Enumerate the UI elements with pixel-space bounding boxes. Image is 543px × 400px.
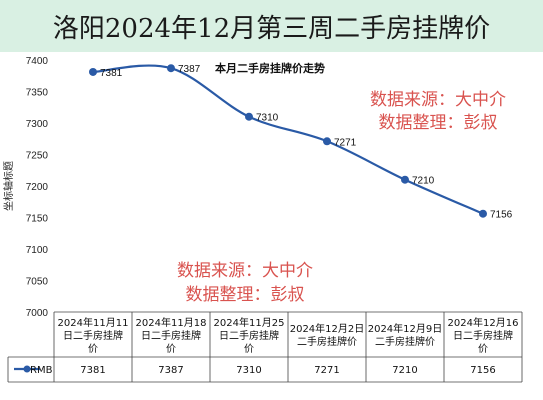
watermark-source-top: 数据来源：大中介 (370, 90, 506, 110)
data-point (167, 64, 175, 73)
data-label: 7271 (334, 137, 357, 148)
y-tick-label: 7400 (26, 56, 49, 67)
series-line-rmb (92, 64, 484, 215)
data-label: 7387 (178, 64, 201, 75)
y-tick-label: 7100 (26, 245, 49, 256)
table-header-cell: 2024年11月11 (58, 316, 129, 329)
table-header-cell: 价 (478, 343, 488, 355)
legend-marker (23, 365, 31, 373)
y-tick-label: 7300 (26, 119, 49, 130)
data-point (323, 137, 331, 146)
y-axis-title: 坐标轴标题 (2, 161, 15, 211)
legend-label-rmb: RMB (30, 365, 53, 376)
watermark-source-bottom: 数据来源：大中介 (177, 261, 313, 281)
table-header-cell: 价 (166, 343, 176, 355)
table-header-cell: 2024年11月25 (214, 316, 285, 329)
data-point (401, 175, 409, 184)
watermark-author-top: 数据整理：彭叔 (379, 113, 498, 133)
line-chart: 7000 7050 7100 7150 7200 7250 7300 7350 7400 坐标轴标… (2, 56, 523, 383)
plot-layer: 7381 7387 7310 7271 7210 7156 (89, 64, 513, 221)
data-table: 2024年11月11日二手房挂牌价73812024年11月18日二手房挂牌价73… (7, 311, 523, 383)
table-header-cell: 日二手房挂牌 (219, 329, 279, 342)
table-header-cell: 日二手房挂牌 (141, 329, 201, 342)
table-header-cell: 日二手房挂牌 (63, 329, 123, 342)
data-label: 7156 (490, 210, 513, 221)
table-header-cell: 2024年11月18 (136, 316, 207, 329)
table-header-cell: 日二手房挂牌 (453, 329, 513, 342)
header-bar: 洛阳2024年12月第三周二手房挂牌价 (0, 0, 543, 53)
table-header-cell: 2024年12月16 (448, 316, 519, 329)
chart-axes: 7000 7050 7100 7150 7200 7250 7300 7350 7400 坐标轴标… (2, 56, 325, 319)
page-title: 洛阳2024年12月第三周二手房挂牌价 (52, 14, 491, 44)
data-label: 7381 (100, 68, 123, 79)
table-value-cell: 7271 (314, 365, 339, 376)
table-value-cell: 7210 (392, 365, 417, 376)
chart-title: 本月二手房挂牌价走势 (215, 61, 325, 75)
y-tick-label: 7150 (26, 214, 49, 225)
data-label: 7210 (412, 176, 435, 187)
y-tick-label: 7350 (26, 88, 49, 99)
table-value-cell: 7387 (158, 365, 183, 376)
table-header-cell: 2024年12月2日 (290, 322, 365, 335)
data-point (245, 112, 253, 121)
data-point (479, 209, 487, 218)
y-tick-label: 7200 (26, 182, 49, 193)
watermark-author-bottom: 数据整理：彭叔 (186, 285, 305, 305)
table-header-cell: 价 (244, 343, 254, 355)
table-value-cell: 7381 (80, 365, 105, 376)
chart-panel: 7000 7050 7100 7150 7200 7250 7300 7350 7400 坐标轴标… (0, 52, 543, 400)
table-value-cell: 7310 (236, 365, 261, 376)
table-header-cell: 二手房挂牌价 (375, 335, 435, 348)
y-tick-label: 7000 (26, 308, 49, 319)
table-header-cell: 2024年12月9日 (368, 322, 443, 335)
table-header-cell: 二手房挂牌价 (297, 335, 357, 348)
y-tick-label: 7050 (26, 277, 49, 288)
data-point (89, 67, 97, 76)
table-value-cell: 7156 (470, 365, 495, 376)
table-header-cell: 价 (88, 343, 98, 355)
y-tick-label: 7250 (26, 151, 49, 162)
data-label: 7310 (256, 113, 279, 124)
